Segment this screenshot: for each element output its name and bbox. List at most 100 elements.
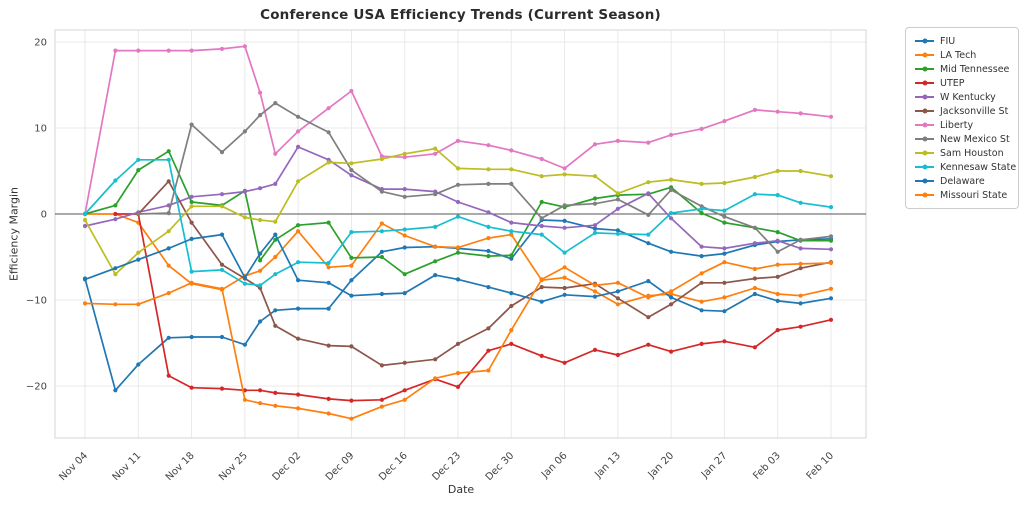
- legend-label: Missouri State: [940, 189, 1008, 201]
- data-point: [379, 363, 384, 368]
- data-point: [113, 266, 118, 271]
- y-tick-label: −20: [26, 382, 47, 393]
- legend-dot: [922, 150, 927, 156]
- data-point: [615, 138, 621, 143]
- data-point: [242, 342, 247, 347]
- legend-line-swatch: [915, 164, 934, 170]
- data-point: [166, 246, 171, 251]
- legend-label: W Kentucky: [940, 91, 996, 103]
- data-point: [326, 343, 331, 348]
- data-point: [379, 156, 384, 162]
- data-point: [379, 229, 384, 234]
- data-point: [752, 192, 758, 197]
- data-point: [402, 194, 407, 199]
- data-point: [349, 278, 354, 283]
- data-point: [402, 187, 407, 192]
- data-point: [486, 248, 491, 254]
- data-point: [296, 306, 301, 311]
- data-point: [433, 224, 438, 229]
- series-line: [84, 147, 832, 276]
- data-point: [326, 280, 331, 285]
- data-point: [242, 215, 247, 220]
- data-point: [455, 245, 461, 250]
- data-point: [189, 199, 194, 205]
- data-point: [273, 323, 278, 328]
- data-point: [349, 293, 354, 298]
- data-point: [455, 371, 461, 376]
- data-point: [455, 250, 461, 255]
- series-mid-tennessee: [82, 149, 834, 277]
- data-point: [349, 263, 354, 268]
- data-point: [402, 360, 407, 365]
- data-point: [699, 244, 704, 249]
- legend-dot: [922, 80, 927, 86]
- data-point: [326, 106, 331, 111]
- legend-line-swatch: [915, 192, 934, 198]
- series-kennesaw-state: [82, 157, 834, 288]
- legend-dot: [922, 52, 927, 58]
- data-point: [113, 211, 118, 217]
- data-point: [775, 168, 780, 174]
- data-point: [509, 291, 514, 296]
- chart-legend: FIU LA Tech Mid Tennessee UTEP W Kentucky Jac…: [905, 27, 1019, 209]
- data-point: [539, 216, 544, 221]
- data-point: [219, 386, 225, 391]
- data-point: [699, 299, 704, 304]
- data-point: [798, 293, 803, 298]
- data-point: [273, 237, 278, 242]
- x-axis-label: Date: [447, 483, 475, 496]
- data-point: [379, 249, 384, 254]
- data-point: [669, 289, 674, 294]
- data-point: [775, 238, 780, 243]
- x-tick-label: Jan 06: [539, 450, 570, 481]
- data-point: [113, 48, 118, 53]
- data-point: [699, 181, 704, 186]
- data-point: [562, 285, 567, 291]
- data-point: [722, 180, 727, 186]
- data-point: [592, 174, 598, 179]
- data-point: [258, 186, 263, 191]
- data-point: [296, 260, 301, 265]
- data-point: [273, 151, 278, 156]
- data-point: [433, 151, 438, 156]
- data-point: [646, 295, 651, 300]
- legend-dot: [922, 136, 927, 142]
- x-tick-label: Dec 02: [271, 450, 304, 483]
- legend-label: Kennesaw State: [940, 161, 1017, 173]
- data-point: [455, 214, 461, 219]
- data-point: [722, 260, 727, 265]
- legend-label: Mid Tennessee: [940, 63, 1010, 75]
- data-point: [699, 341, 704, 346]
- data-point: [219, 262, 225, 267]
- data-point: [509, 181, 514, 186]
- data-point: [615, 228, 621, 233]
- data-point: [562, 166, 567, 171]
- legend-item: UTEP: [915, 78, 1009, 89]
- series-line: [84, 158, 832, 287]
- data-point: [258, 388, 263, 393]
- data-point: [219, 286, 225, 291]
- data-point: [486, 368, 491, 373]
- data-point: [455, 182, 461, 187]
- data-point: [828, 205, 834, 210]
- legend-item: LA Tech: [915, 49, 1009, 61]
- data-point: [486, 210, 491, 215]
- data-point: [455, 341, 461, 346]
- data-point: [669, 211, 674, 216]
- data-point: [455, 277, 461, 282]
- data-point: [349, 230, 354, 235]
- legend-label: LA Tech: [940, 49, 977, 61]
- data-point: [828, 247, 834, 252]
- data-point: [486, 167, 491, 172]
- data-point: [189, 269, 194, 274]
- x-tick-label: Feb 10: [805, 450, 837, 482]
- legend-item: New Mexico St: [915, 134, 1010, 145]
- data-point: [258, 268, 263, 273]
- data-point: [562, 360, 567, 365]
- data-point: [775, 328, 780, 333]
- data-point: [752, 225, 758, 230]
- data-point: [296, 392, 301, 397]
- data-point: [166, 335, 171, 340]
- data-point: [349, 173, 354, 178]
